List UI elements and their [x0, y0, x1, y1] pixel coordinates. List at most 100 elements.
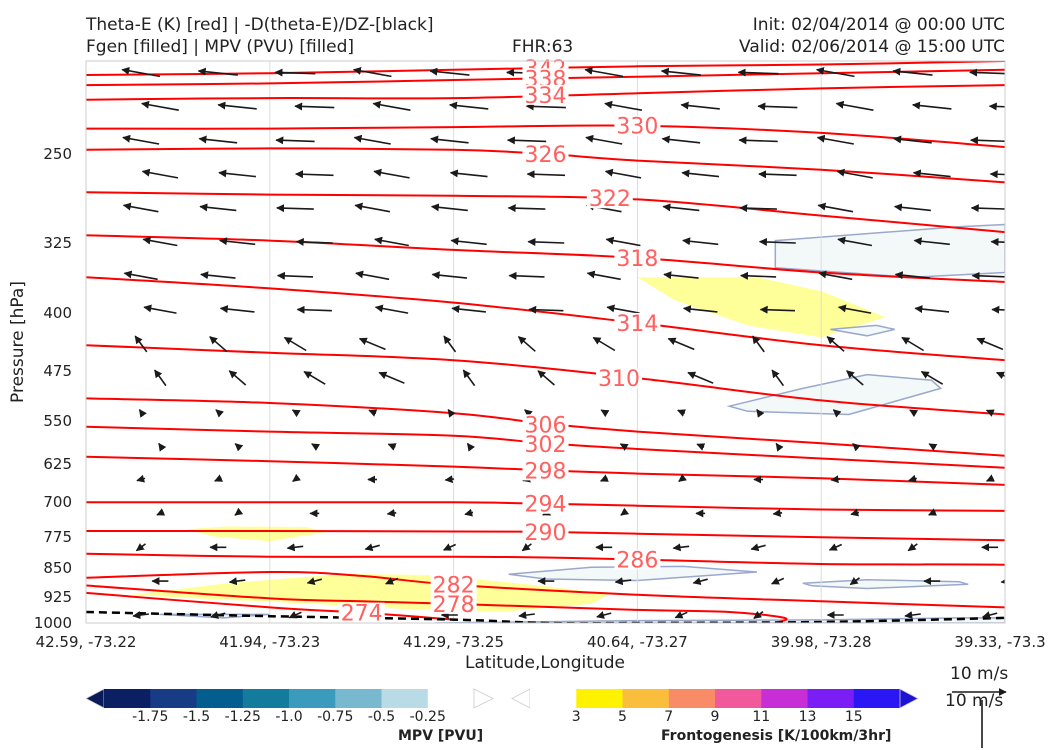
wind-vector [586, 270, 621, 281]
wind-vector [614, 577, 632, 586]
contour-label-322: 322 [589, 187, 631, 212]
wind-vector [234, 507, 244, 516]
wind-vector [526, 170, 566, 179]
wind-vector [443, 335, 457, 353]
wind-vector [217, 101, 257, 110]
wind-vector [199, 203, 237, 212]
wind-vector [135, 543, 146, 552]
wind-vector [368, 409, 378, 417]
wind-vector [971, 271, 1005, 280]
wind-vector [228, 577, 246, 586]
wind-vector [928, 443, 938, 451]
wind-vector [756, 408, 765, 418]
wind-vector [121, 66, 161, 78]
wind-vector [209, 336, 228, 352]
wind-vector [156, 508, 166, 516]
wind-vector [132, 611, 150, 620]
wind-vector [893, 135, 932, 144]
wind-vector [828, 543, 843, 551]
wind-vector [837, 236, 873, 247]
colorbar-swatch [853, 689, 901, 708]
x-axis-label: Latitude,Longitude [465, 653, 625, 673]
contour-label-310: 310 [598, 367, 640, 392]
y-tick-label: 850 [43, 559, 72, 577]
wind-vector [296, 305, 332, 314]
wind-vector [198, 135, 238, 144]
wind-vector [982, 611, 998, 619]
wind-vector [122, 134, 160, 145]
contour-label-290: 290 [525, 521, 567, 546]
wind-vector [837, 304, 872, 314]
wind-vector [462, 369, 476, 387]
wind-vector [772, 509, 783, 517]
wind-vector [364, 543, 380, 552]
forecast-hour: FHR:63 [512, 37, 574, 57]
y-tick-label: 550 [43, 411, 72, 430]
wind-vector [740, 271, 777, 280]
wind-vector [816, 134, 854, 145]
mpv-region-1 [726, 373, 943, 416]
wind-vector [830, 475, 841, 484]
wind-vector [584, 66, 624, 78]
wind-vector [387, 443, 397, 451]
wind-vector [466, 442, 475, 452]
wind-vector [752, 335, 765, 353]
wind-vector [451, 305, 486, 314]
contour-label-bg [614, 115, 661, 136]
wind-vector [753, 610, 764, 620]
theta-e-contour-314 [86, 276, 1005, 362]
contour-label-bg [614, 247, 661, 268]
wind-vector [604, 100, 643, 111]
colorbar-swatch [807, 689, 855, 708]
contour-label-bg [338, 602, 385, 623]
theta-e-contour-310 [86, 344, 1005, 416]
colorbar-swatch [242, 689, 290, 708]
y-tick-label: 925 [43, 587, 72, 606]
colorbar-tick-label: -1.75 [132, 709, 169, 725]
contour-label-314: 314 [616, 312, 658, 337]
wind-vector [904, 611, 921, 620]
fgen-region-2 [131, 573, 610, 612]
wind-vector [386, 509, 397, 517]
wind-vector [311, 443, 321, 451]
wind-vector [970, 204, 1005, 213]
wind-vector [901, 336, 925, 352]
wind-vector [143, 304, 177, 314]
init-time: Init: 02/04/2014 @ 00:00 UTC [752, 15, 1005, 35]
wind-vector [447, 408, 456, 418]
mpv-colorbar-title: MPV [PVU] [398, 728, 484, 744]
colorbar-tick-label: 13 [798, 709, 817, 725]
wind-vector [678, 473, 687, 483]
wind-vector [692, 577, 708, 586]
wind-vector [200, 271, 236, 280]
contour-label-318: 318 [616, 247, 658, 272]
wind-vector [663, 271, 699, 280]
wind-vector [750, 543, 766, 552]
colorbar-cap-right [473, 688, 494, 709]
wind-vector [738, 136, 778, 145]
colorbar-swatch [150, 689, 198, 708]
colorbar-tick-label: -1.25 [224, 709, 261, 725]
contour-label-bg [614, 312, 661, 333]
wind-vector [373, 168, 410, 179]
wind-vector [682, 305, 718, 314]
x-tick-label: 39.98, -73.28 [770, 633, 872, 651]
wind-vector [928, 508, 938, 516]
wind-vector [429, 67, 470, 76]
wind-vector [672, 543, 690, 552]
contour-label-bg [586, 188, 633, 209]
theta-e-contour-274 [86, 591, 454, 621]
mpv-region-0 [774, 223, 1005, 279]
wind-vector [215, 409, 224, 418]
wind-vector [528, 305, 564, 314]
contour-label-bg [596, 368, 643, 389]
wind-vector [442, 543, 457, 551]
wind-vector [353, 134, 391, 145]
wind-vector [836, 168, 873, 179]
wind-vector [817, 202, 854, 213]
colorbar-cap-right [899, 688, 919, 709]
wind-vector [846, 370, 864, 386]
contour-label-bg [522, 460, 569, 481]
wind-vector [385, 577, 399, 585]
